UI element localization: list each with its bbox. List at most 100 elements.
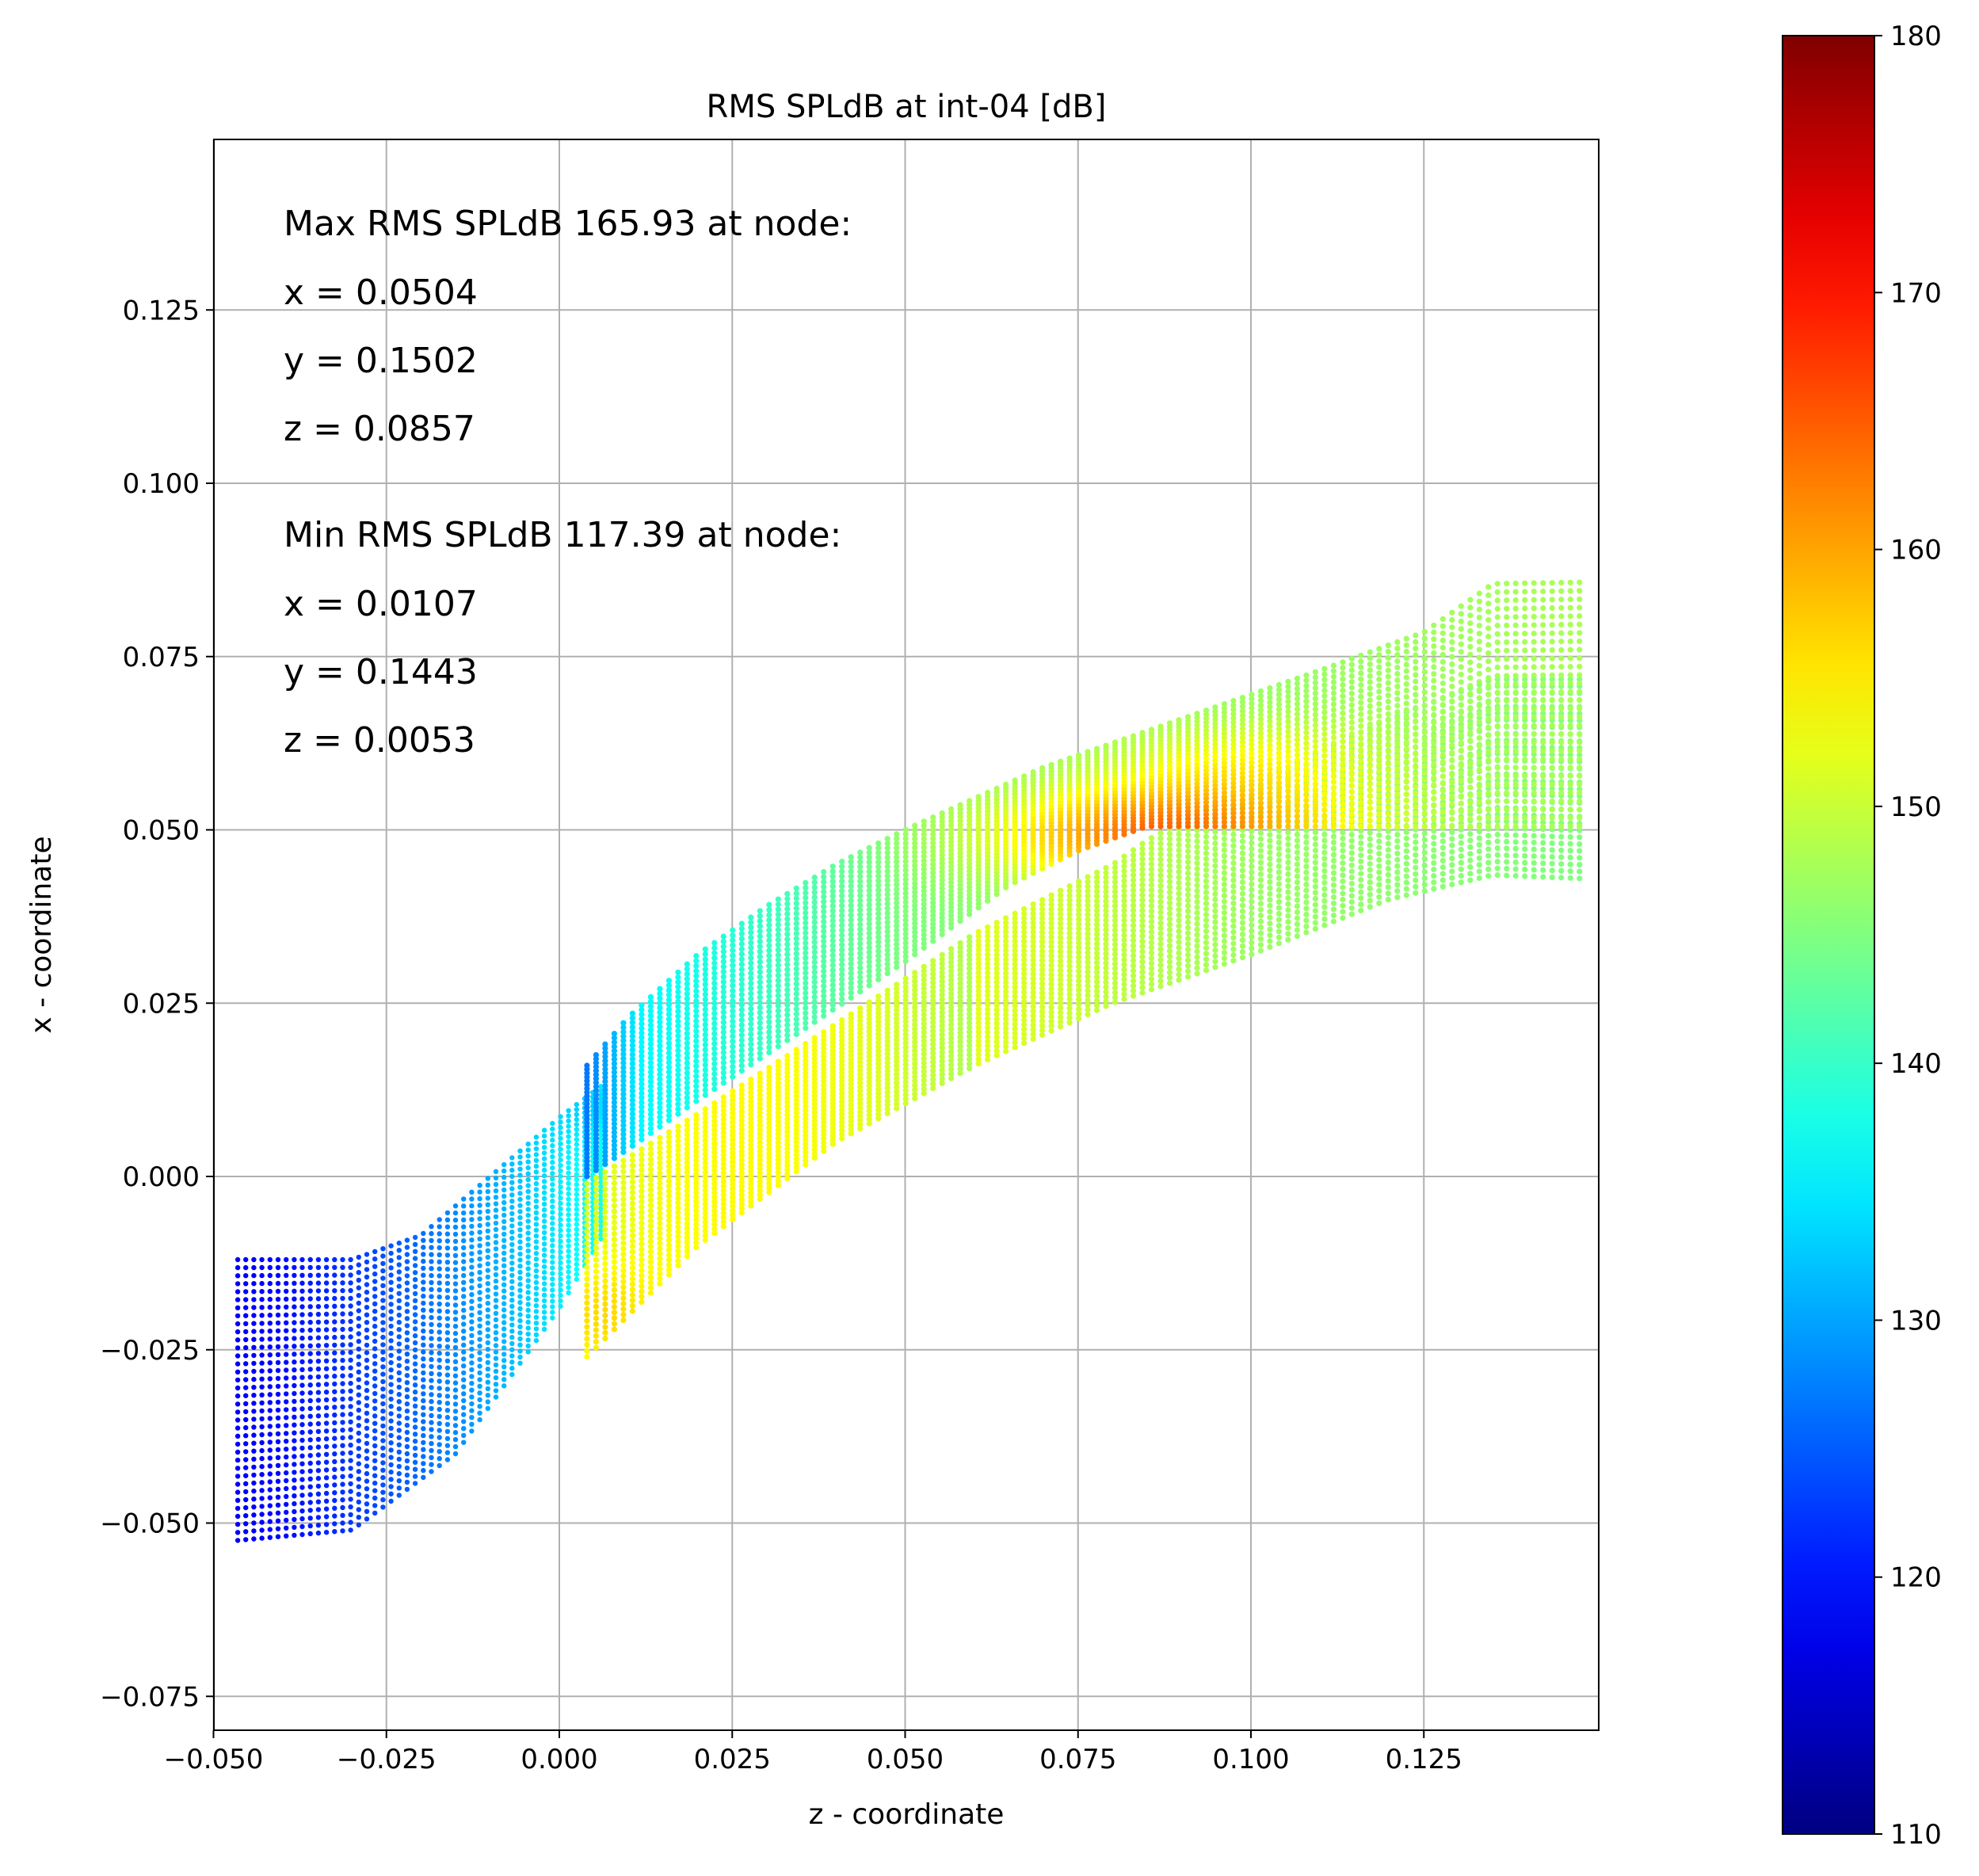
- mesh-point: [397, 1392, 402, 1397]
- mesh-point: [648, 1203, 654, 1208]
- mesh-point: [1276, 857, 1282, 863]
- mesh-point: [397, 1241, 402, 1245]
- mesh-point: [526, 1254, 531, 1259]
- mesh-point: [574, 1112, 579, 1117]
- mesh-point: [566, 1196, 570, 1201]
- mesh-point: [1157, 925, 1163, 931]
- mesh-point: [1394, 888, 1400, 894]
- mesh-point: [1185, 892, 1191, 898]
- mesh-point: [657, 1185, 662, 1191]
- mesh-point: [437, 1322, 442, 1327]
- mesh-point: [542, 1225, 547, 1230]
- mesh-point: [397, 1313, 402, 1317]
- mesh-point: [429, 1434, 433, 1439]
- mesh-point: [1313, 914, 1318, 920]
- mesh-point: [421, 1343, 425, 1348]
- mesh-point: [494, 1382, 498, 1386]
- mesh-point: [405, 1473, 410, 1478]
- mesh-point: [477, 1189, 482, 1194]
- mesh-point: [445, 1253, 450, 1257]
- mesh-point: [1139, 877, 1145, 883]
- mesh-point: [1131, 973, 1136, 978]
- mesh-point: [268, 1384, 273, 1389]
- mesh-point: [501, 1207, 506, 1211]
- mesh-point: [268, 1535, 273, 1540]
- mesh-point: [517, 1306, 522, 1311]
- mesh-point: [550, 1215, 555, 1220]
- mesh-point: [372, 1272, 377, 1276]
- mesh-point: [1313, 896, 1318, 902]
- mesh-point: [639, 1178, 644, 1184]
- mesh-point: [1222, 853, 1227, 859]
- mesh-point: [630, 1265, 635, 1271]
- mesh-point: [566, 1249, 570, 1253]
- mesh-point: [429, 1343, 433, 1348]
- mesh-point: [1331, 852, 1336, 857]
- mesh-point: [268, 1392, 273, 1397]
- mesh-point: [1550, 833, 1555, 839]
- mesh-point: [413, 1319, 418, 1324]
- mesh-point: [494, 1188, 498, 1193]
- mesh-point: [372, 1488, 377, 1493]
- mesh-point: [348, 1334, 353, 1339]
- mesh-point: [299, 1446, 304, 1451]
- mesh-point: [445, 1302, 450, 1306]
- mesh-point: [534, 1338, 539, 1343]
- mesh-point: [666, 1159, 672, 1165]
- mesh-point: [413, 1404, 418, 1409]
- mesh-point: [268, 1329, 273, 1333]
- mesh-point: [453, 1430, 458, 1435]
- mesh-point: [268, 1400, 273, 1405]
- mesh-point: [372, 1511, 377, 1516]
- mesh-point: [1531, 847, 1537, 852]
- mesh-point: [251, 1313, 256, 1317]
- mesh-point: [921, 964, 927, 970]
- mesh-point: [912, 970, 917, 975]
- mesh-point: [1331, 864, 1336, 870]
- mesh-point: [566, 1150, 570, 1154]
- mesh-point: [421, 1371, 425, 1375]
- mesh-point: [1139, 964, 1145, 970]
- mesh-point: [1149, 851, 1154, 856]
- mesh-point: [259, 1464, 264, 1469]
- mesh-point: [284, 1367, 288, 1372]
- mesh-point: [316, 1351, 321, 1356]
- mesh-point: [340, 1451, 345, 1455]
- mesh-point: [1167, 970, 1173, 975]
- mesh-point: [1522, 873, 1527, 879]
- mesh-point: [1376, 901, 1382, 906]
- mesh-point: [380, 1386, 385, 1391]
- mesh-point: [388, 1499, 393, 1504]
- mesh-point: [364, 1267, 369, 1272]
- mesh-point: [1131, 877, 1136, 883]
- mesh-point: [494, 1272, 498, 1277]
- mesh-point: [1367, 904, 1373, 909]
- mesh-point: [1267, 838, 1272, 844]
- mesh-point: [340, 1358, 345, 1363]
- mesh-point: [413, 1312, 418, 1317]
- mesh-point: [437, 1386, 442, 1390]
- mesh-point: [501, 1162, 506, 1167]
- mesh-point: [461, 1433, 466, 1438]
- mesh-point: [453, 1260, 458, 1265]
- mesh-point: [501, 1276, 506, 1281]
- mesh-point: [413, 1368, 418, 1373]
- mesh-point: [1185, 898, 1191, 903]
- mesh-point: [630, 1249, 635, 1255]
- mesh-point: [1349, 868, 1355, 874]
- mesh-point: [1240, 897, 1245, 902]
- mesh-point: [1149, 924, 1154, 929]
- mesh-point: [584, 1354, 589, 1359]
- mesh-point: [574, 1167, 579, 1172]
- mesh-point: [534, 1181, 539, 1186]
- mesh-point: [348, 1458, 353, 1462]
- mesh-point: [299, 1422, 304, 1427]
- mesh-point: [542, 1275, 547, 1280]
- mesh-point: [372, 1383, 377, 1388]
- mesh-point: [1249, 951, 1254, 957]
- mesh-point: [1349, 844, 1355, 849]
- mesh-point: [517, 1312, 522, 1317]
- mesh-point: [1121, 913, 1127, 918]
- mesh-point: [243, 1529, 248, 1534]
- mesh-point: [405, 1344, 410, 1349]
